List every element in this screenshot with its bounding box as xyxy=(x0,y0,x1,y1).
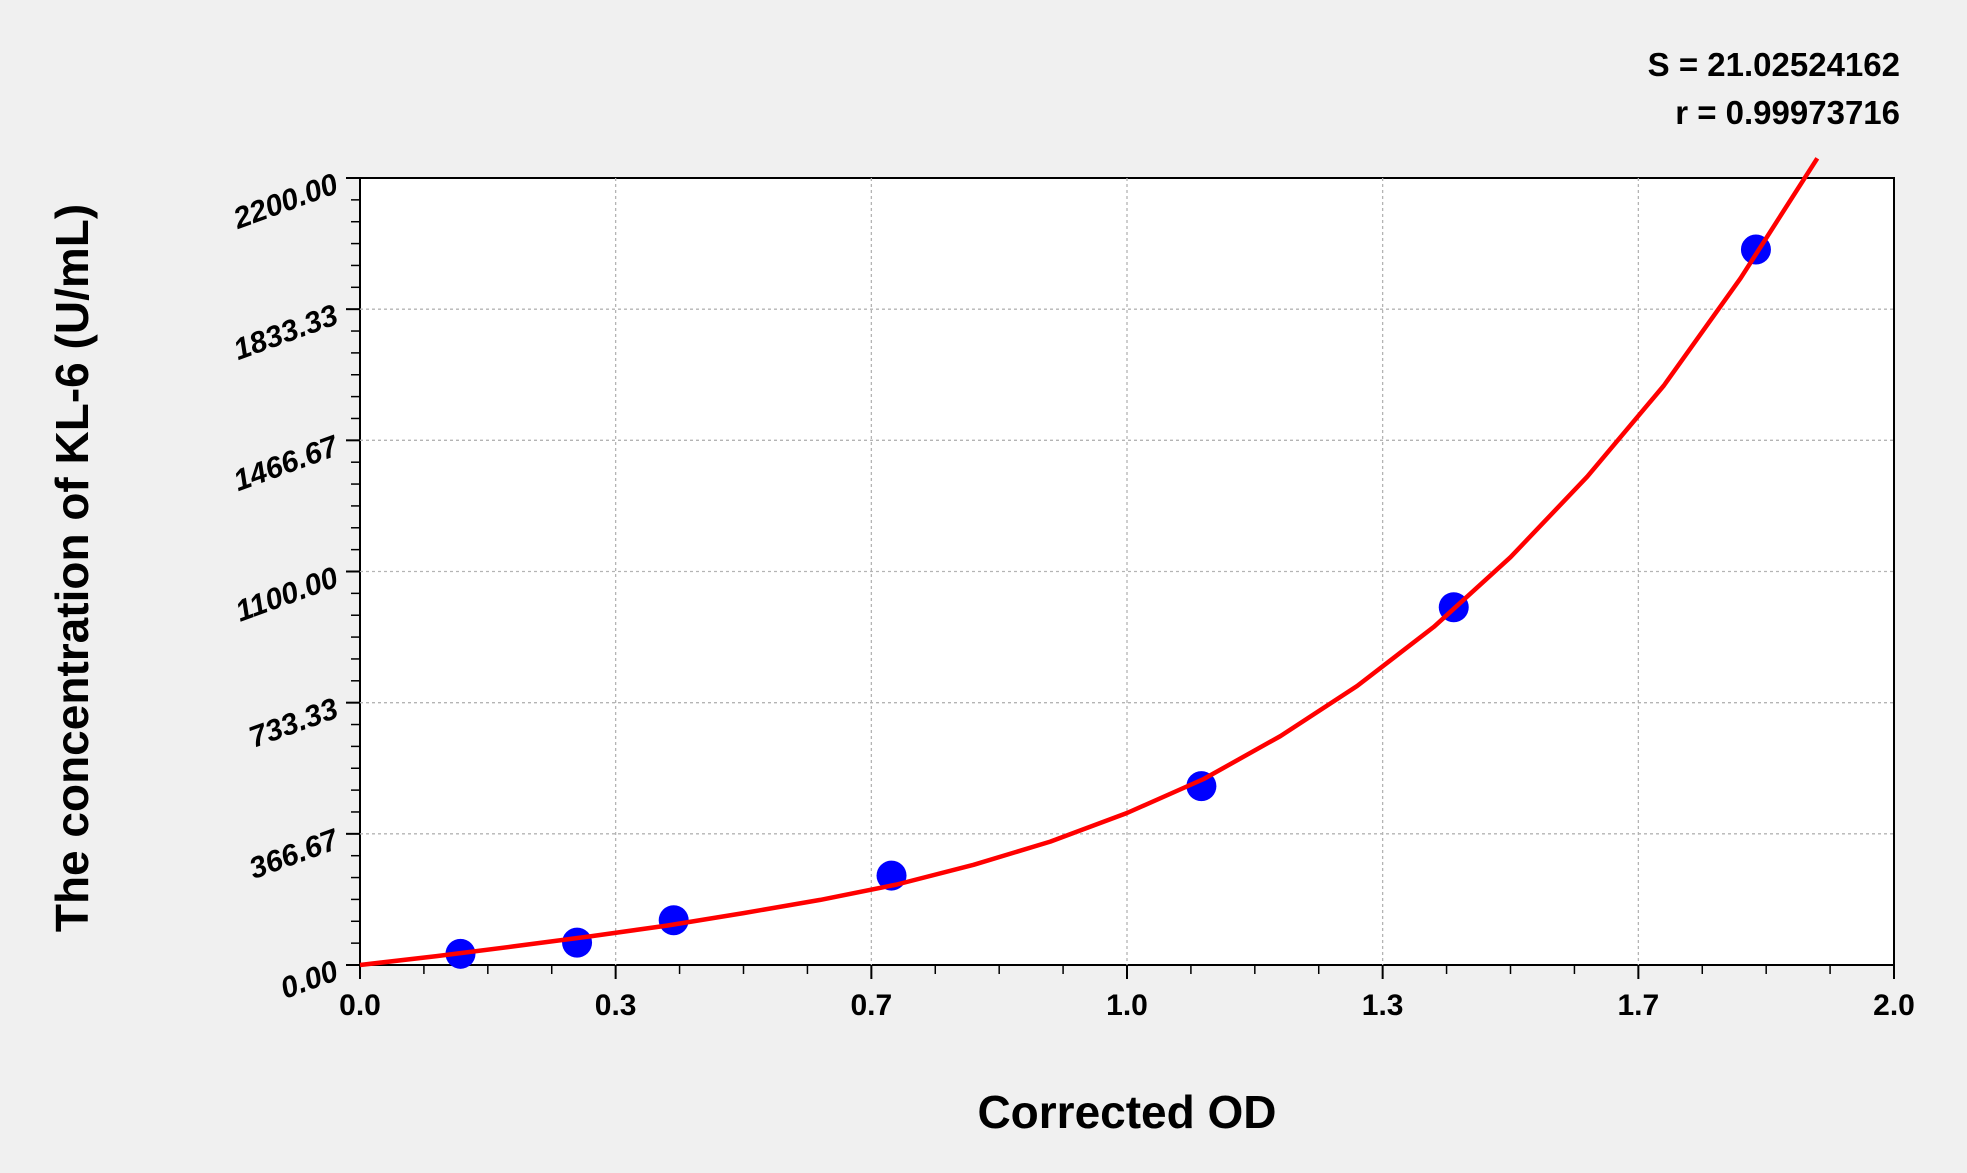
y-tick-labels: 0.00 366.67 733.33 1100.00 1466.67 1833.33 220… xyxy=(228,167,343,1005)
x-tick-labels: 0.0 0.3 0.7 1.0 1.3 1.7 2.0 xyxy=(339,989,1915,1022)
fit-curve-group xyxy=(359,157,1820,968)
y-tick-label: 733.33 xyxy=(245,692,343,755)
x-tick-label: 1.3 xyxy=(1362,989,1404,1022)
fit-curve xyxy=(359,157,1820,968)
grid xyxy=(360,178,1894,965)
x-tick-label: 2.0 xyxy=(1873,989,1915,1022)
y-tick-label: 2200.00 xyxy=(228,167,342,236)
y-axis-title: The concentration of KL-6 (U/mL) xyxy=(46,204,98,932)
x-tick-label: 1.7 xyxy=(1617,989,1659,1022)
data-point xyxy=(658,905,689,936)
y-tick-label: 366.67 xyxy=(245,823,344,886)
x-axis-title: Corrected OD xyxy=(977,1086,1276,1138)
ticks xyxy=(346,177,1895,979)
x-tick-label: 0.7 xyxy=(850,989,892,1022)
y-tick-label: 1100.00 xyxy=(231,561,342,628)
y-tick-label: 0.00 xyxy=(276,954,342,1005)
data-point xyxy=(562,927,593,958)
stat-s: S = 21.02524162 xyxy=(1648,46,1900,83)
y-tick-label: 1466.67 xyxy=(229,429,343,498)
y-tick-label: 1833.33 xyxy=(229,299,342,367)
x-tick-label: 0.0 xyxy=(339,989,381,1022)
stat-r: r = 0.99973716 xyxy=(1675,94,1900,131)
x-tick-label: 1.0 xyxy=(1106,989,1148,1022)
x-tick-label: 0.3 xyxy=(595,989,637,1022)
